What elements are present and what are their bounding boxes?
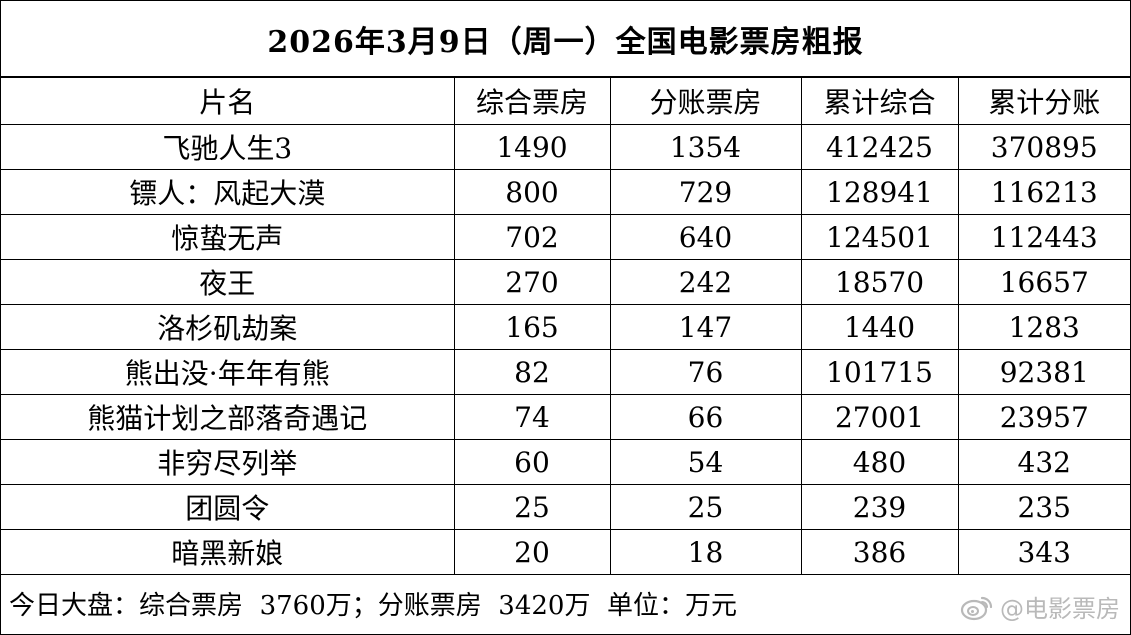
summary-gross-label: 综合票房 — [139, 591, 244, 621]
summary-spacer — [243, 589, 260, 619]
cum-split-cell: 92381 — [957, 349, 1130, 395]
weibo-icon — [960, 596, 993, 620]
movie-title-cell: 夜王 — [1, 259, 455, 305]
movie-title-cell: 惊蛰无声 — [1, 214, 455, 260]
cum-split-cell: 16657 — [957, 259, 1130, 305]
movie-title-cell: 镖人：风起大漠 — [1, 169, 455, 215]
column-header-title: 片名 — [1, 77, 455, 125]
gross-cell: 1490 — [453, 124, 611, 170]
gross-cell: 60 — [453, 439, 611, 485]
table-row: 镖人：风起大漠 800 729 128941 116213 — [1, 169, 1130, 215]
cum-gross-cell: 101715 — [800, 349, 959, 395]
unit-label: 单位： — [606, 591, 685, 621]
cum-split-cell: 343 — [957, 529, 1130, 575]
cum-gross-cell: 124501 — [800, 214, 959, 260]
summary-split-label: 分账票房 — [377, 591, 482, 621]
movie-title-cell: 飞驰人生3 — [1, 124, 455, 170]
cum-split-cell: 235 — [957, 484, 1130, 530]
movie-title-cell: 熊出没·年年有熊 — [1, 349, 455, 395]
column-header-gross: 综合票房 — [453, 77, 611, 125]
split-cell: 66 — [609, 394, 802, 440]
box-office-table: 片名 综合票房 分账票房 累计综合 累计分账 飞驰人生3 1490 1354 4… — [1, 77, 1130, 575]
table-row: 熊猫计划之部落奇遇记 74 66 27001 23957 — [1, 394, 1130, 440]
gross-cell: 82 — [453, 349, 611, 395]
cum-gross-cell: 386 — [800, 529, 959, 575]
report-title: 2026年3月9日（周一）全国电影票房粗报 — [1, 1, 1130, 77]
split-cell: 18 — [609, 529, 802, 575]
watermark: @电影票房 — [960, 589, 1120, 624]
column-header-split: 分账票房 — [609, 77, 802, 125]
summary-label: 今日大盘： — [9, 591, 140, 621]
cum-gross-cell: 239 — [800, 484, 959, 530]
watermark-text: @电影票房 — [1000, 595, 1120, 623]
split-cell: 54 — [609, 439, 802, 485]
movie-title-cell: 熊猫计划之部落奇遇记 — [1, 394, 455, 440]
summary-gross-value: 3760万； — [259, 591, 378, 621]
table-body: 飞驰人生3 1490 1354 412425 370895 镖人：风起大漠 80… — [1, 124, 1130, 575]
cum-split-cell: 112443 — [957, 214, 1130, 260]
movie-title-cell: 团圆令 — [1, 484, 455, 530]
split-cell: 729 — [609, 169, 802, 215]
table-row: 惊蛰无声 702 640 124501 112443 — [1, 214, 1130, 260]
table-row: 熊出没·年年有熊 82 76 101715 92381 — [1, 349, 1130, 395]
gross-cell: 702 — [453, 214, 611, 260]
table-row: 洛杉矶劫案 165 147 1440 1283 — [1, 304, 1130, 350]
column-header-cum-gross: 累计综合 — [800, 77, 959, 125]
cum-gross-cell: 27001 — [800, 394, 959, 440]
movie-title-cell: 暗黑新娘 — [1, 529, 455, 575]
gross-cell: 270 — [453, 259, 611, 305]
cum-gross-cell: 18570 — [800, 259, 959, 305]
cum-split-cell: 116213 — [957, 169, 1130, 215]
unit-value: 万元 — [685, 591, 738, 621]
split-cell: 242 — [609, 259, 802, 305]
table-row: 暗黑新娘 20 18 386 343 — [1, 529, 1130, 575]
movie-title-cell: 非穷尽列举 — [1, 439, 455, 485]
table-header-row: 片名 综合票房 分账票房 累计综合 累计分账 — [1, 77, 1130, 125]
cum-gross-cell: 128941 — [800, 169, 959, 215]
column-header-cum-split: 累计分账 — [957, 77, 1130, 125]
gross-cell: 25 — [453, 484, 611, 530]
cum-gross-cell: 1440 — [800, 304, 959, 350]
table-row: 夜王 270 242 18570 16657 — [1, 259, 1130, 305]
movie-title-cell: 洛杉矶劫案 — [1, 304, 455, 350]
split-cell: 76 — [609, 349, 802, 395]
split-cell: 640 — [609, 214, 802, 260]
gross-cell: 20 — [453, 529, 611, 575]
split-cell: 1354 — [609, 124, 802, 170]
gross-cell: 800 — [453, 169, 611, 215]
cum-gross-cell: 412425 — [800, 124, 959, 170]
gross-cell: 165 — [453, 304, 611, 350]
table-row: 非穷尽列举 60 54 480 432 — [1, 439, 1130, 485]
cum-gross-cell: 480 — [800, 439, 959, 485]
cum-split-cell: 432 — [957, 439, 1130, 485]
split-cell: 147 — [609, 304, 802, 350]
cum-split-cell: 1283 — [957, 304, 1130, 350]
summary-spacer — [482, 589, 499, 619]
split-cell: 25 — [609, 484, 802, 530]
daily-total-summary: 今日大盘： 综合票房 3760万； 分账票房 3420万 单位： 万元 — [1, 573, 1130, 634]
summary-split-value: 3420万 — [498, 591, 591, 621]
cum-split-cell: 370895 — [957, 124, 1130, 170]
cum-split-cell: 23957 — [957, 394, 1130, 440]
gross-cell: 74 — [453, 394, 611, 440]
table-row: 团圆令 25 25 239 235 — [1, 484, 1130, 530]
table-row: 飞驰人生3 1490 1354 412425 370895 — [1, 124, 1130, 170]
summary-spacer — [590, 589, 607, 619]
